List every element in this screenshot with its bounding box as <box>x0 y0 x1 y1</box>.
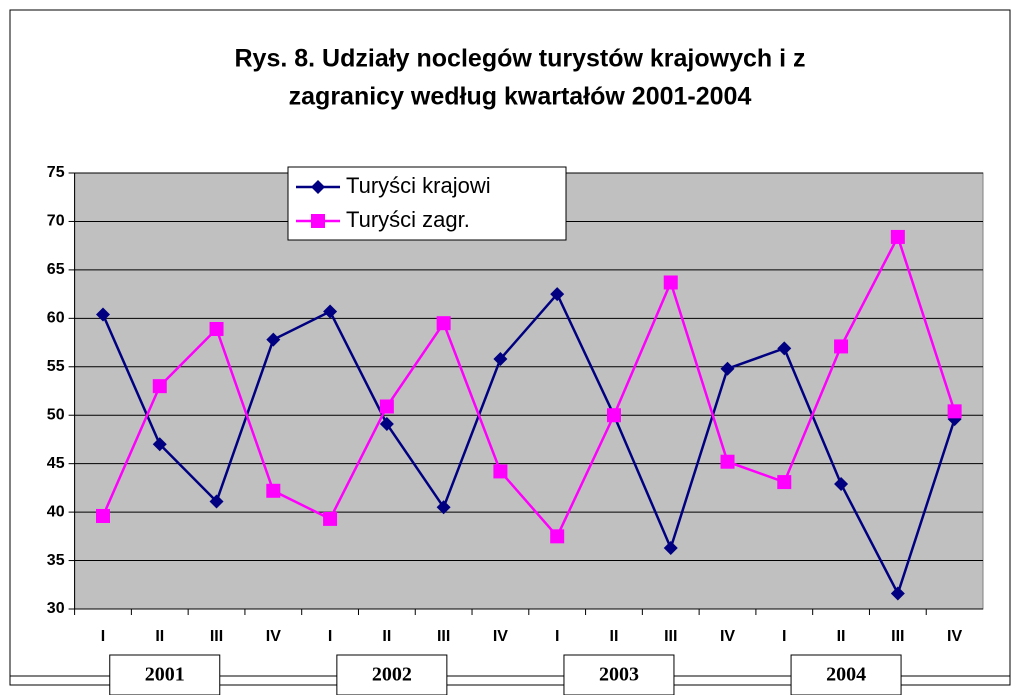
group-label: 2003 <box>599 664 639 686</box>
x-tick-label: IV <box>266 628 281 645</box>
marker <box>209 494 224 509</box>
marker <box>663 275 678 290</box>
marker <box>890 586 905 601</box>
marker <box>834 477 849 492</box>
x-tick-label: II <box>610 628 619 645</box>
marker <box>663 540 678 555</box>
x-tick-label: I <box>782 628 786 645</box>
plot-area <box>74 172 984 610</box>
marker <box>606 408 621 423</box>
legend-label: Turyści krajowi <box>346 173 491 198</box>
x-tick-label: I <box>328 628 332 645</box>
y-tick-label: 55 <box>47 358 65 375</box>
x-tick-label: IV <box>720 628 735 645</box>
chart-title: zagranicy według kwartałów 2001-2004 <box>289 83 752 111</box>
x-tick-label: III <box>437 628 450 645</box>
y-tick-label: 45 <box>47 455 65 472</box>
marker <box>777 341 792 356</box>
marker <box>550 529 565 544</box>
x-tick-label: IV <box>493 628 508 645</box>
marker <box>379 399 394 414</box>
marker <box>95 307 110 322</box>
marker <box>720 361 735 376</box>
group-label: 2004 <box>826 664 866 686</box>
x-tick-label: II <box>382 628 391 645</box>
group-label: 2001 <box>145 664 185 686</box>
y-tick-label: 40 <box>47 503 65 520</box>
chart-title: Rys. 8. Udziały noclegów turystów krajow… <box>235 45 806 73</box>
marker <box>311 180 325 194</box>
marker <box>436 500 451 515</box>
x-tick-label: I <box>555 628 559 645</box>
marker <box>493 464 508 479</box>
marker <box>777 475 792 490</box>
group-label: 2002 <box>372 664 412 686</box>
marker <box>266 332 281 347</box>
marker <box>209 321 224 336</box>
marker <box>152 437 167 452</box>
marker <box>379 416 394 431</box>
legend-label: Turyści zagr. <box>346 207 470 232</box>
y-tick-label: 65 <box>47 261 65 278</box>
marker <box>323 511 338 526</box>
marker <box>493 352 508 367</box>
group-box <box>563 654 675 696</box>
marker <box>947 404 962 419</box>
y-tick-label: 30 <box>47 600 65 617</box>
x-tick-label: II <box>155 628 164 645</box>
marker <box>323 304 338 319</box>
x-tick-label: II <box>837 628 846 645</box>
x-tick-label: III <box>210 628 223 645</box>
marker <box>436 316 451 331</box>
marker <box>95 508 110 523</box>
group-box <box>109 654 221 696</box>
x-tick-label: III <box>891 628 904 645</box>
y-tick-label: 75 <box>47 164 65 181</box>
series-line <box>101 233 956 539</box>
y-tick-label: 50 <box>47 406 65 423</box>
y-tick-label: 70 <box>47 213 65 230</box>
marker <box>834 339 849 354</box>
marker <box>890 229 905 244</box>
marker <box>311 214 325 228</box>
x-tick-label: I <box>101 628 105 645</box>
legend <box>287 166 567 241</box>
marker <box>152 379 167 394</box>
marker <box>266 483 281 498</box>
marker <box>720 454 735 469</box>
y-tick-label: 35 <box>47 552 65 569</box>
x-tick-label: III <box>664 628 677 645</box>
y-tick-label: 60 <box>47 310 65 327</box>
marker <box>550 287 565 302</box>
x-tick-label: IV <box>947 628 962 645</box>
